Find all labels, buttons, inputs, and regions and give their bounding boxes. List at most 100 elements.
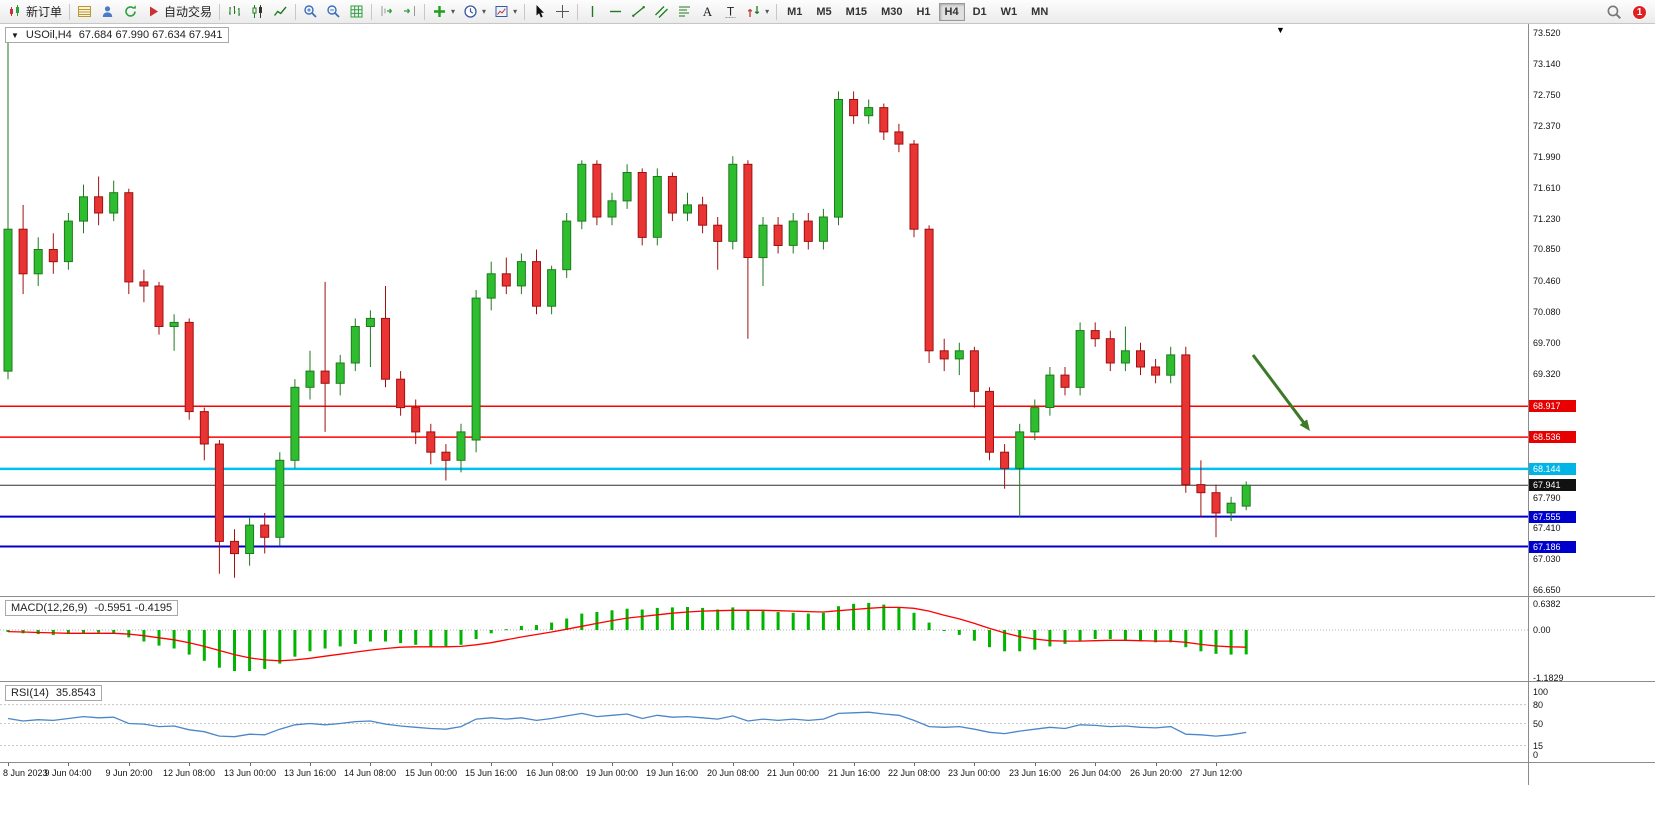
chart-shift-marker-icon[interactable]: ▼ xyxy=(1276,25,1285,35)
price-axis-label: 67.410 xyxy=(1533,523,1561,534)
line-chart-button[interactable] xyxy=(269,1,292,23)
macd-histogram-bar xyxy=(112,630,116,634)
label-icon: T xyxy=(725,5,736,19)
panel-separator[interactable] xyxy=(0,596,1655,597)
macd-histogram-bar xyxy=(701,607,705,630)
fibonacci-button[interactable] xyxy=(673,1,696,23)
macd-histogram-bar xyxy=(972,630,976,641)
templates-button[interactable]: ▾ xyxy=(490,1,521,23)
time-axis-tick xyxy=(491,763,492,766)
timeframe-W1[interactable]: W1 xyxy=(1000,5,1018,18)
notification-badge[interactable]: 1 xyxy=(1632,4,1647,20)
macd-histogram-bar xyxy=(716,609,720,630)
time-axis-label: 15 Jun 00:00 xyxy=(404,768,458,778)
timeframe-M1[interactable]: M1 xyxy=(787,5,803,18)
channel-button[interactable] xyxy=(650,1,673,23)
text-button[interactable]: A xyxy=(696,1,719,23)
timeframe-H1[interactable]: H1 xyxy=(916,5,931,18)
refresh-button[interactable] xyxy=(119,1,142,23)
macd-histogram-bar xyxy=(1018,630,1022,652)
macd-histogram-bar xyxy=(912,612,916,630)
label-button[interactable]: T xyxy=(719,1,742,23)
macd-histogram-bar xyxy=(323,630,327,649)
toolbar-separator xyxy=(424,3,426,20)
candle-body xyxy=(365,317,375,327)
candle-body xyxy=(939,350,949,360)
candle-body xyxy=(1000,451,1010,469)
macd-histogram-bar xyxy=(1154,630,1158,643)
macd-histogram-bar xyxy=(882,604,886,630)
price-axis-label: 70.080 xyxy=(1533,306,1561,317)
macd-histogram-bar xyxy=(308,630,312,652)
macd-histogram-bar xyxy=(988,630,991,648)
zoom-out-icon xyxy=(327,5,340,18)
timeframe-M30[interactable]: M30 xyxy=(881,5,903,18)
zoom-in-icon xyxy=(304,5,317,18)
bar-chart-button[interactable] xyxy=(223,1,246,23)
arrows-icon xyxy=(747,6,760,17)
candlestick-chart-button[interactable] xyxy=(246,1,269,23)
cursor-button[interactable] xyxy=(528,1,551,23)
text-icon: A xyxy=(703,4,713,19)
horizontal-line-icon xyxy=(610,10,622,13)
time-axis-tick xyxy=(612,763,613,766)
timeframe-M5[interactable]: M5 xyxy=(816,5,832,18)
horizontal-line-button[interactable] xyxy=(604,1,627,23)
candle-body xyxy=(199,411,209,445)
indicators-button[interactable]: ▾ xyxy=(428,1,459,23)
candle-body xyxy=(532,261,541,307)
price-axis-label: 71.990 xyxy=(1533,152,1561,163)
candle-body xyxy=(547,269,557,307)
macd-histogram-bar xyxy=(97,630,101,633)
candle-body xyxy=(954,350,964,360)
candle-body xyxy=(849,99,859,117)
macd-axis-label: -1.1829 xyxy=(1533,673,1564,684)
candle-body xyxy=(290,386,300,461)
trend-arrow-object[interactable] xyxy=(1251,354,1310,431)
macd-histogram-bar xyxy=(1063,630,1067,644)
navigator-button[interactable] xyxy=(96,1,119,23)
candle-body xyxy=(577,163,587,222)
timeframe-D1[interactable]: D1 xyxy=(972,5,987,18)
candle-body xyxy=(33,249,43,275)
macd-histogram-bar xyxy=(293,630,297,657)
candle-body xyxy=(683,204,692,214)
candle-body xyxy=(1151,366,1161,376)
auto-scroll-icon xyxy=(381,6,392,16)
search-button[interactable] xyxy=(1606,4,1622,20)
chart-ohlc-values: 67.684 67.990 67.634 67.941 xyxy=(78,29,223,41)
rsi-line xyxy=(7,711,1247,738)
candle-body xyxy=(230,540,239,555)
timeframe-MN[interactable]: MN xyxy=(1031,5,1049,18)
timeframe-M15[interactable]: M15 xyxy=(845,5,868,18)
svg-text:T: T xyxy=(727,5,735,19)
panel-separator[interactable] xyxy=(0,681,1655,682)
bar-chart-icon xyxy=(229,6,241,16)
time-axis-tick xyxy=(189,763,190,766)
vertical-line-button[interactable] xyxy=(581,1,604,23)
candle-body xyxy=(94,196,104,214)
macd-histogram-bar xyxy=(806,613,810,630)
arrows-button[interactable]: ▾ xyxy=(742,1,773,23)
auto-scroll-button[interactable] xyxy=(375,1,398,23)
new-order-button[interactable]: 新订单 xyxy=(4,1,66,23)
periods-button[interactable]: ▾ xyxy=(459,1,490,23)
line-chart-icon xyxy=(273,6,287,16)
crosshair-button[interactable] xyxy=(551,1,574,23)
zoom-in-button[interactable] xyxy=(299,1,322,23)
macd-histogram-bar xyxy=(897,607,901,630)
grid-button[interactable] xyxy=(345,1,368,23)
rsi-indicator-chart xyxy=(0,704,1528,746)
auto-trading-button[interactable]: 自动交易 xyxy=(142,1,216,23)
rsi-panel: RSI(14) 35.8543 xyxy=(0,682,1528,762)
price-axis-label: 70.460 xyxy=(1533,276,1561,287)
templates-icon xyxy=(495,6,508,17)
chart-shift-button[interactable] xyxy=(398,1,421,23)
time-axis-tick xyxy=(1156,763,1157,766)
trendline-button[interactable] xyxy=(627,1,650,23)
zoom-out-button[interactable] xyxy=(322,1,345,23)
panel-separator[interactable] xyxy=(0,762,1655,763)
market-watch-button[interactable] xyxy=(73,1,96,23)
timeframe-H4[interactable]: H4 xyxy=(938,2,965,21)
price-axis-label: 73.140 xyxy=(1533,58,1561,69)
